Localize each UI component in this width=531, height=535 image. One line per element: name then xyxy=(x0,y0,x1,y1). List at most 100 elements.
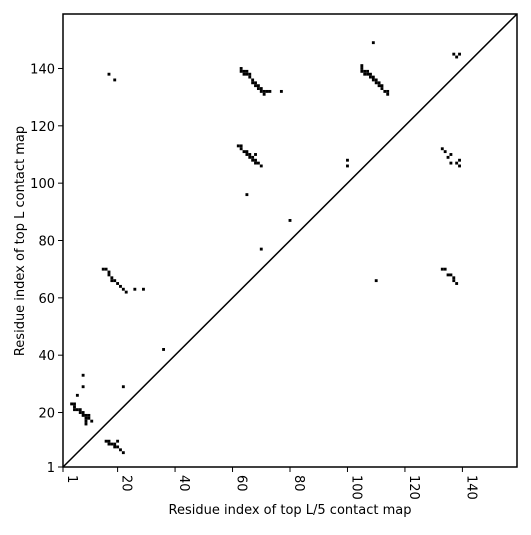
contact-point xyxy=(116,439,120,443)
contact-point xyxy=(458,52,461,56)
contact-point xyxy=(386,89,390,93)
y-tick-label: 100 xyxy=(30,177,55,192)
contact-point xyxy=(242,72,246,76)
contact-point xyxy=(107,439,111,443)
contact-point xyxy=(245,150,249,154)
contact-point xyxy=(242,69,246,73)
contact-point xyxy=(251,81,255,85)
contact-point xyxy=(256,161,260,165)
contact-point xyxy=(380,87,384,90)
contact-point xyxy=(452,276,456,280)
x-tick-label: 60 xyxy=(234,475,249,492)
contact-point xyxy=(245,69,249,73)
contact-point xyxy=(371,75,375,79)
diagonal xyxy=(62,13,518,468)
contact-point xyxy=(440,147,444,151)
contact-point xyxy=(386,92,390,96)
contact-point xyxy=(75,393,79,397)
contact-point xyxy=(371,78,375,82)
x-tick-label: 80 xyxy=(291,475,306,492)
y-tick-label: 140 xyxy=(30,62,55,77)
contact-point xyxy=(254,153,257,156)
contact-point xyxy=(455,55,459,59)
contact-point xyxy=(449,153,453,156)
contact-point xyxy=(449,161,453,165)
contact-point xyxy=(87,413,91,417)
contact-point xyxy=(455,282,459,285)
contact-point xyxy=(374,81,378,85)
contact-point xyxy=(360,69,364,73)
x-tick-label: 20 xyxy=(119,475,134,492)
contact-point xyxy=(254,84,257,88)
contact-point xyxy=(377,84,381,88)
contact-point xyxy=(107,442,111,446)
contact-point xyxy=(101,267,105,271)
y-tick-label: 60 xyxy=(38,292,55,307)
contact-point xyxy=(259,87,263,90)
contact-point xyxy=(239,144,243,148)
contact-point xyxy=(254,161,257,165)
contact-point xyxy=(369,75,372,79)
contact-point xyxy=(262,89,266,93)
x-tick-label: 1 xyxy=(64,475,79,483)
contact-point xyxy=(81,385,85,389)
contact-point xyxy=(251,155,255,159)
contact-point xyxy=(84,419,88,423)
x-tick-label: 40 xyxy=(176,475,191,492)
contact-point xyxy=(84,416,88,420)
contact-point xyxy=(265,89,269,93)
contact-point xyxy=(254,158,257,162)
contact-point xyxy=(446,273,450,277)
contact-point xyxy=(268,89,272,93)
contact-point xyxy=(242,150,246,154)
y-tick-label: 20 xyxy=(38,407,55,422)
contact-point xyxy=(360,67,364,70)
contact-point xyxy=(121,385,125,389)
contact-point xyxy=(380,84,384,88)
contact-point xyxy=(113,445,117,449)
contact-point xyxy=(443,267,447,271)
x-tick-label: 120 xyxy=(406,475,421,500)
contact-point xyxy=(259,247,263,251)
contact-point xyxy=(84,413,88,417)
contact-point xyxy=(116,445,120,449)
contact-point xyxy=(458,158,461,162)
contact-point xyxy=(90,419,94,423)
contact-point xyxy=(70,402,74,406)
contact-point xyxy=(458,164,461,168)
contact-point xyxy=(81,411,85,414)
contact-point xyxy=(124,290,128,294)
contact-point xyxy=(119,448,122,452)
contact-point xyxy=(452,279,456,283)
contact-point xyxy=(116,282,120,285)
contact-point xyxy=(363,72,367,76)
contact-point xyxy=(110,276,114,280)
contact-point xyxy=(87,416,91,420)
contact-point xyxy=(78,411,82,414)
contact-point xyxy=(113,78,117,82)
contact-point xyxy=(239,67,243,70)
contact-point xyxy=(443,150,447,154)
contact-point xyxy=(84,422,88,426)
contact-point xyxy=(259,164,263,168)
contact-point xyxy=(162,348,166,351)
y-axis-label: Residue index of top L contact map xyxy=(13,126,28,356)
contact-point xyxy=(248,155,252,159)
contact-point xyxy=(113,279,117,283)
contact-point xyxy=(239,69,243,73)
contact-point xyxy=(440,267,444,271)
contact-point xyxy=(366,72,370,76)
contact-point xyxy=(245,153,249,156)
contact-point xyxy=(121,451,125,455)
y-tick-label: 1 xyxy=(47,461,55,476)
contact-point xyxy=(107,72,111,76)
contact-point xyxy=(446,155,450,159)
contact-point xyxy=(374,78,378,82)
contact-point xyxy=(360,64,364,68)
contact-point xyxy=(383,89,387,93)
contact-point xyxy=(363,69,367,73)
contact-point xyxy=(73,405,76,409)
contact-point xyxy=(371,41,375,45)
contact-point xyxy=(107,270,111,274)
contact-point xyxy=(288,218,292,222)
